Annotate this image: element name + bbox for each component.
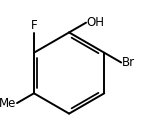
- Text: Me: Me: [0, 97, 16, 110]
- Text: F: F: [31, 19, 37, 32]
- Text: Br: Br: [122, 56, 135, 69]
- Text: OH: OH: [87, 16, 105, 29]
